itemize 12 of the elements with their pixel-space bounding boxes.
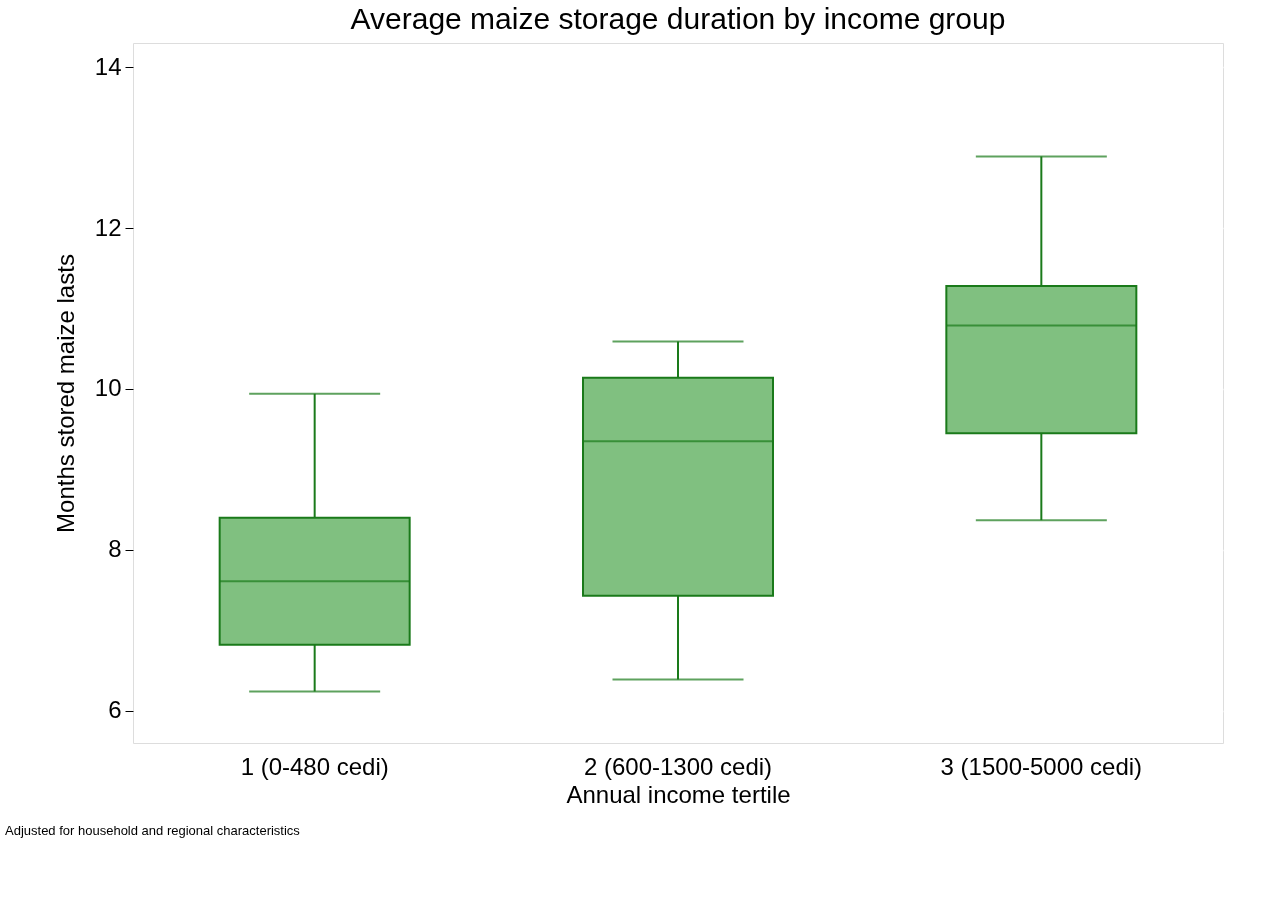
y-tick-label: 10	[94, 374, 122, 402]
x-tick-label: 3 (1500-5000 cedi)	[940, 752, 1143, 780]
y-tick-label: 12	[94, 213, 122, 241]
y-tick-label: 14	[94, 52, 122, 80]
x-axis-title: Annual income tertile	[566, 780, 791, 808]
y-axis-title: Months stored maize lasts	[51, 254, 79, 533]
y-tick-label: 6	[108, 696, 122, 724]
y-tick-label: 8	[108, 535, 122, 563]
x-tick-label: 1 (0-480 cedi)	[240, 752, 389, 780]
text: Adjusted for household and regional characteristics	[5, 823, 301, 838]
chart-title: Average maize storage duration by income group	[350, 2, 1006, 35]
x-tick-label: 2 (600-1300 cedi)	[583, 752, 773, 780]
